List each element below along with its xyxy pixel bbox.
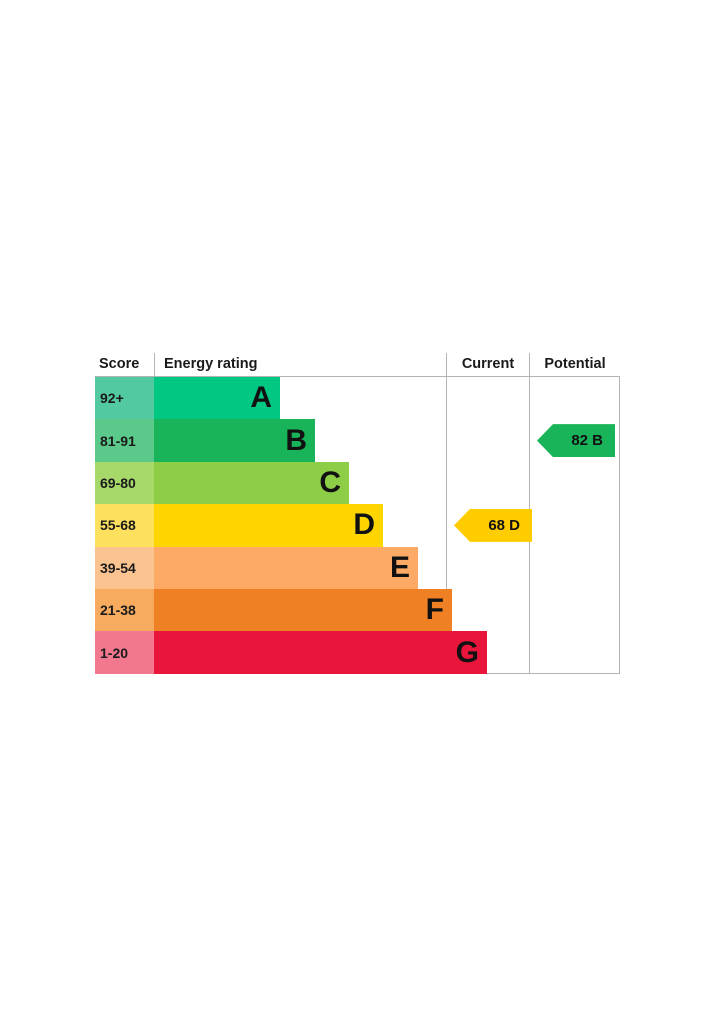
chart-header-row: Score Energy rating Current Potential [95, 353, 620, 377]
score-range-a: 92+ [95, 377, 154, 420]
chart-right-border [619, 377, 620, 674]
score-range-g: 1-20 [95, 631, 154, 674]
band-letter-e: E [389, 550, 410, 584]
header-score: Score [99, 356, 140, 372]
potential-rating-arrow: 82 B [537, 424, 615, 458]
band-bar-c: C [154, 461, 349, 505]
epc-energy-rating-chart: Score Energy rating Current Potential 92… [95, 353, 620, 674]
column-divider-current [446, 377, 447, 674]
band-bar-a: A [154, 377, 280, 420]
header-potential: Potential [529, 353, 620, 376]
current-rating-arrow: 68 D [454, 508, 532, 542]
band-row-f: 21-38 F [95, 589, 620, 632]
band-row-g: 1-20 G [95, 631, 620, 674]
score-range-b: 81-91 [95, 419, 154, 462]
band-letter-b: B [285, 423, 307, 457]
band-row-e: 39-54 E [95, 546, 620, 589]
score-range-f: 21-38 [95, 589, 154, 632]
band-row-a: 92+ A [95, 377, 620, 420]
score-range-c: 69-80 [95, 461, 154, 505]
chart-bottom-border [446, 673, 620, 674]
band-bar-d: D [154, 504, 383, 547]
band-row-d: 55-68 D [95, 504, 620, 547]
header-current: Current [446, 353, 529, 376]
band-letter-f: F [425, 593, 444, 627]
score-range-d: 55-68 [95, 504, 154, 547]
band-bar-b: B [154, 419, 315, 462]
band-bar-f: F [154, 589, 452, 632]
band-bar-g: G [154, 631, 487, 674]
band-row-c: 69-80 C [95, 461, 620, 505]
score-range-e: 39-54 [95, 546, 154, 589]
band-letter-g: G [455, 635, 479, 669]
chart-body: 92+ A 81-91 B 69-80 C 55-68 D 39-54 E 21-38 F 1-20 G 6… [95, 377, 620, 674]
band-letter-d: D [353, 508, 375, 542]
header-energy-rating: Energy rating [154, 353, 446, 376]
band-letter-c: C [319, 465, 341, 499]
band-letter-a: A [250, 381, 272, 415]
band-bar-e: E [154, 546, 418, 589]
band-row-b: 81-91 B [95, 419, 620, 462]
